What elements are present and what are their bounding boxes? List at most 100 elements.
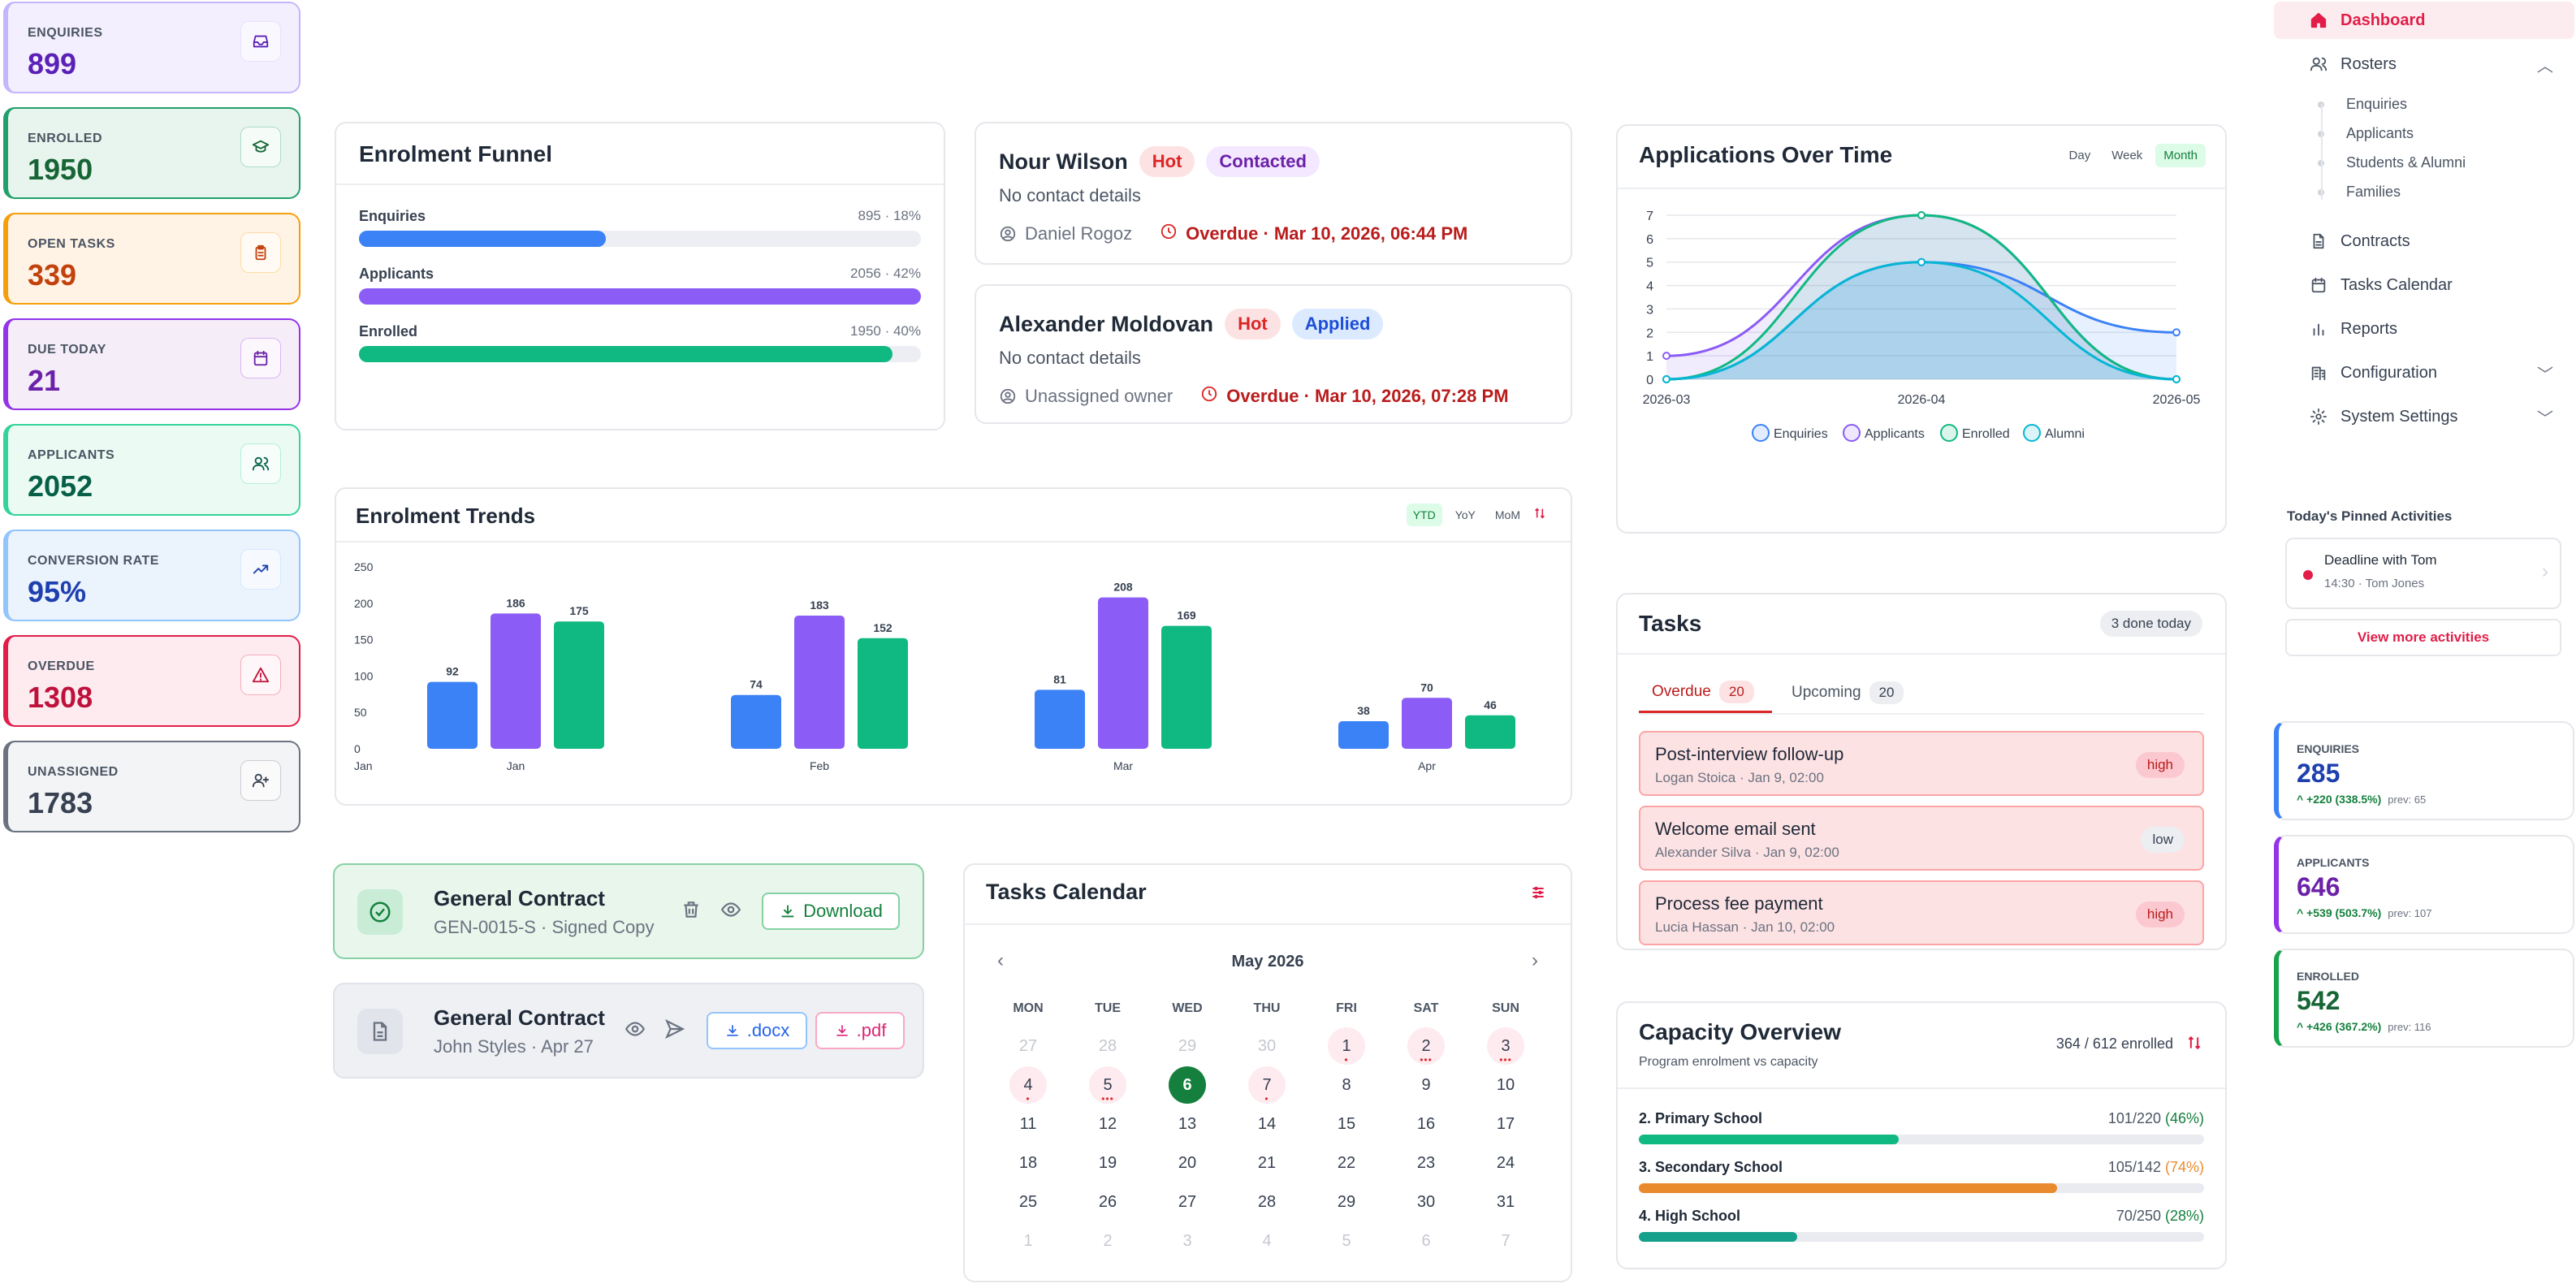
trend-tab-yoy[interactable]: YoY bbox=[1454, 508, 1476, 521]
trend-tab-mom[interactable]: MoM bbox=[1494, 508, 1520, 521]
mini-stat-enquiries[interactable]: ENQUIRIES 285 ^ +220 (338.5%) prev: 65 bbox=[2274, 721, 2574, 820]
calendar-day[interactable]: 29 bbox=[1169, 1027, 1206, 1065]
data-point[interactable] bbox=[1662, 375, 1671, 383]
range-tab-month[interactable]: Month bbox=[2155, 144, 2206, 167]
calendar-day[interactable]: 27 bbox=[1009, 1027, 1047, 1065]
tab-overdue[interactable]: Overdue 20 bbox=[1639, 672, 1772, 713]
calendar-day[interactable]: 22 bbox=[1328, 1144, 1365, 1182]
calendar-day[interactable]: 24 bbox=[1487, 1144, 1524, 1182]
view-more-activities-button[interactable]: View more activities bbox=[2285, 619, 2561, 656]
calendar-day[interactable]: 13 bbox=[1169, 1105, 1206, 1143]
sidebar-item-tasks-calendar[interactable]: Tasks Calendar bbox=[2274, 266, 2574, 304]
chevron-down-icon[interactable]: ﹀ bbox=[2537, 365, 2553, 384]
calendar-day[interactable]: 17 bbox=[1487, 1105, 1524, 1143]
sort-icon[interactable] bbox=[1533, 506, 1546, 525]
eye-icon[interactable] bbox=[624, 1018, 646, 1044]
calendar-day[interactable]: 3 bbox=[1169, 1222, 1206, 1260]
calendar-day[interactable]: 29 bbox=[1328, 1183, 1365, 1221]
data-point[interactable] bbox=[2172, 375, 2181, 383]
calendar-day[interactable]: 23 bbox=[1407, 1144, 1445, 1182]
calendar-day[interactable]: 3 ••• bbox=[1487, 1027, 1524, 1065]
prev-month-button[interactable]: ‹ bbox=[997, 949, 1004, 971]
bar[interactable] bbox=[427, 681, 478, 749]
lead-card[interactable]: Alexander Moldovan Hot Applied No contact d… bbox=[975, 284, 1572, 424]
stat-card-applicants[interactable]: APPLICANTS 2052 bbox=[3, 424, 300, 516]
data-point[interactable] bbox=[2172, 328, 2181, 337]
calendar-day[interactable]: 7 bbox=[1487, 1222, 1524, 1260]
legend-item[interactable]: Enquiries bbox=[1752, 424, 1828, 442]
trash-icon[interactable] bbox=[681, 899, 702, 924]
lead-card[interactable]: Nour Wilson Hot Contacted No contact detail… bbox=[975, 122, 1572, 265]
bar[interactable] bbox=[491, 613, 541, 749]
calendar-day[interactable]: 7 • bbox=[1248, 1066, 1286, 1104]
stat-card-unassigned[interactable]: UNASSIGNED 1783 bbox=[3, 741, 300, 832]
data-point[interactable] bbox=[1917, 257, 1926, 266]
sidebar-item-system-settings[interactable]: System Settings ﹀ bbox=[2274, 398, 2574, 435]
stat-card-open-tasks[interactable]: OPEN TASKS 339 bbox=[3, 213, 300, 305]
stat-card-enrolled[interactable]: ENROLLED 1950 bbox=[3, 107, 300, 199]
sidebar-item-contracts[interactable]: Contracts bbox=[2274, 223, 2574, 260]
stat-card-overdue[interactable]: OVERDUE 1308 bbox=[3, 635, 300, 727]
sidebar-subitem-students-alumni[interactable]: Students & Alumni bbox=[2346, 154, 2466, 171]
calendar-day[interactable]: 2 bbox=[1089, 1222, 1126, 1260]
calendar-day[interactable]: 4 bbox=[1248, 1222, 1286, 1260]
bar[interactable] bbox=[731, 694, 781, 749]
calendar-day[interactable]: 8 bbox=[1328, 1066, 1365, 1104]
download-pdf-button[interactable]: .pdf bbox=[815, 1012, 905, 1049]
calendar-day[interactable]: 5 bbox=[1328, 1222, 1365, 1260]
calendar-day[interactable]: 6 bbox=[1169, 1066, 1206, 1104]
pinned-activity-item[interactable]: Deadline with Tom 14:30 · Tom Jones › bbox=[2285, 538, 2561, 609]
data-point[interactable] bbox=[1917, 211, 1926, 219]
bar[interactable] bbox=[858, 638, 908, 749]
stat-card-due-today[interactable]: DUE TODAY 21 bbox=[3, 318, 300, 410]
sidebar-item-configuration[interactable]: Configuration ﹀ bbox=[2274, 354, 2574, 391]
bar[interactable] bbox=[1161, 625, 1212, 749]
sidebar-subitem-families[interactable]: Families bbox=[2346, 184, 2401, 200]
calendar-day[interactable]: 26 bbox=[1089, 1183, 1126, 1221]
calendar-day[interactable]: 12 bbox=[1089, 1105, 1126, 1143]
stat-card-enquiries[interactable]: ENQUIRIES 899 bbox=[3, 2, 300, 93]
sidebar-subitem-enquiries[interactable]: Enquiries bbox=[2346, 96, 2408, 112]
calendar-day[interactable]: 21 bbox=[1248, 1144, 1286, 1182]
next-month-button[interactable]: › bbox=[1532, 949, 1538, 971]
data-point[interactable] bbox=[1662, 352, 1671, 361]
range-tab-day[interactable]: Day bbox=[2068, 149, 2091, 162]
sort-icon[interactable] bbox=[2186, 1034, 2202, 1056]
calendar-day[interactable]: 10 bbox=[1487, 1066, 1524, 1104]
calendar-day[interactable]: 16 bbox=[1407, 1105, 1445, 1143]
sidebar-subitem-applicants[interactable]: Applicants bbox=[2346, 125, 2414, 141]
calendar-day[interactable]: 2 ••• bbox=[1407, 1027, 1445, 1065]
stat-card-conversion-rate[interactable]: CONVERSION RATE 95% bbox=[3, 530, 300, 621]
calendar-day[interactable]: 5 ••• bbox=[1089, 1066, 1126, 1104]
bar[interactable] bbox=[794, 616, 845, 749]
task-item[interactable]: Process fee payment Lucia Hassan · Jan 10… bbox=[1639, 880, 2204, 945]
eye-icon[interactable] bbox=[720, 899, 742, 924]
mini-stat-enrolled[interactable]: ENROLLED 542 ^ +426 (367.2%) prev: 116 bbox=[2274, 949, 2574, 1048]
download-docx-button[interactable]: .docx bbox=[707, 1012, 807, 1049]
calendar-day[interactable]: 30 bbox=[1248, 1027, 1286, 1065]
sidebar-item-dashboard[interactable]: Dashboard bbox=[2274, 2, 2574, 39]
legend-item[interactable]: Alumni bbox=[2023, 424, 2085, 442]
download-button[interactable]: Download bbox=[762, 893, 900, 930]
calendar-day[interactable]: 14 bbox=[1248, 1105, 1286, 1143]
bar[interactable] bbox=[1035, 690, 1085, 749]
send-icon[interactable] bbox=[664, 1018, 685, 1044]
bar[interactable] bbox=[1465, 715, 1515, 749]
sidebar-item-rosters[interactable]: Rosters ︿ bbox=[2274, 45, 2574, 83]
calendar-day[interactable]: 28 bbox=[1089, 1027, 1126, 1065]
calendar-day[interactable]: 28 bbox=[1248, 1183, 1286, 1221]
range-tab-week[interactable]: Week bbox=[2111, 149, 2143, 162]
calendar-day[interactable]: 25 bbox=[1009, 1183, 1047, 1221]
bar[interactable] bbox=[1098, 597, 1148, 749]
calendar-day[interactable]: 4 • bbox=[1009, 1066, 1047, 1104]
calendar-day[interactable]: 6 bbox=[1407, 1222, 1445, 1260]
calendar-day[interactable]: 27 bbox=[1169, 1183, 1206, 1221]
legend-item[interactable]: Enrolled bbox=[1940, 424, 2010, 442]
calendar-day[interactable]: 19 bbox=[1089, 1144, 1126, 1182]
tab-upcoming[interactable]: Upcoming 20 bbox=[1780, 672, 1904, 713]
calendar-day[interactable]: 31 bbox=[1487, 1183, 1524, 1221]
calendar-day[interactable]: 1 bbox=[1009, 1222, 1047, 1260]
bar[interactable] bbox=[1338, 720, 1389, 749]
task-item[interactable]: Post-interview follow-up Logan Stoica · J… bbox=[1639, 731, 2204, 796]
chevron-down-icon[interactable]: ﹀ bbox=[2537, 409, 2553, 428]
